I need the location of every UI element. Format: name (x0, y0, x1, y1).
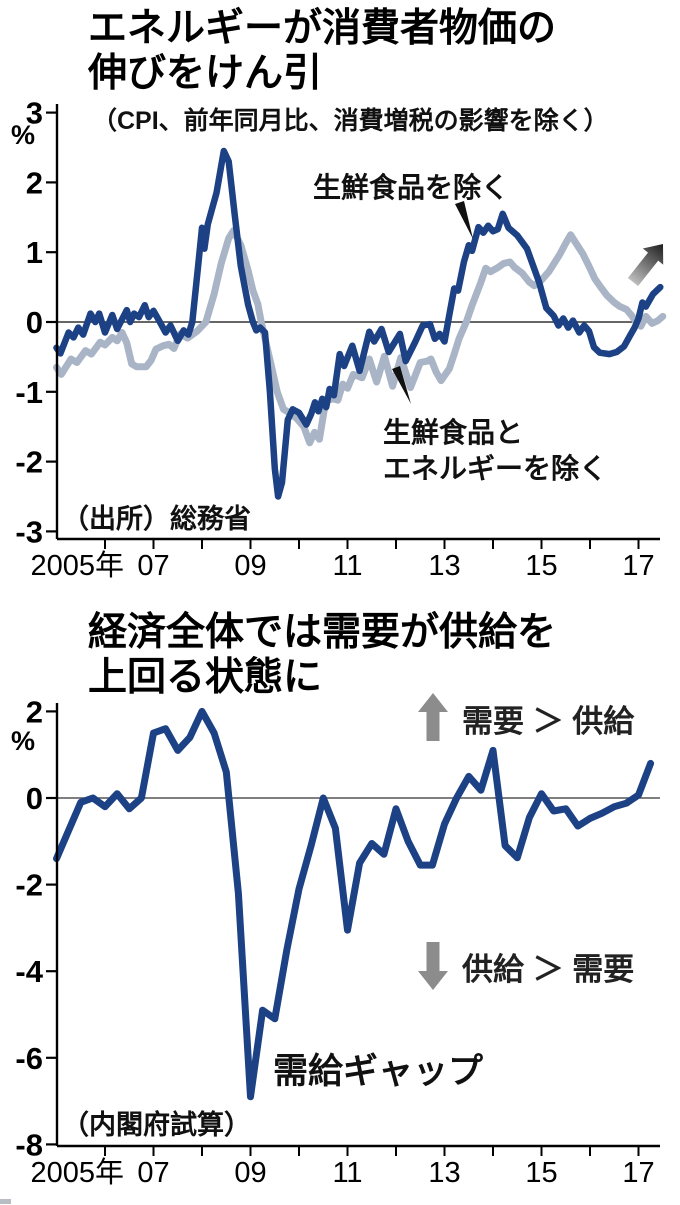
svg-text:-4: -4 (15, 954, 43, 989)
annotation-demand-gt-supply: 需要 ＞ 供給 (462, 704, 635, 739)
cpi-chart-series-0 (53, 227, 667, 447)
scan-artifact (0, 1199, 11, 1204)
legend-ex-fresh-food-energy-line2: エネルギーを除く (383, 453, 608, 484)
gap-chart-title-line1: 経済全体では需要が供給を (88, 611, 557, 654)
svg-text:07: 07 (137, 1157, 169, 1189)
svg-text:13: 13 (428, 550, 460, 582)
svg-text:0: 0 (26, 781, 43, 816)
svg-text:-2: -2 (15, 445, 43, 480)
cpi-chart-title-line2: 伸びをけん引 (88, 52, 323, 95)
cpi-chart-title-line1: エネルギーが消費者物価の (88, 7, 557, 50)
svg-text:17: 17 (622, 1157, 654, 1189)
svg-text:-2: -2 (15, 868, 43, 903)
cpi-axis-unit-label: % (11, 120, 36, 150)
svg-text:15: 15 (525, 1157, 557, 1189)
gap-chart-title-line2: 上回る状態に (88, 656, 323, 699)
svg-text:-1: -1 (15, 375, 43, 410)
svg-text:-8: -8 (15, 1127, 43, 1162)
svg-text:1: 1 (26, 235, 43, 270)
gap-chart-series-0 (53, 707, 655, 1101)
svg-text:2005年: 2005年 (31, 549, 125, 582)
svg-text:17: 17 (622, 550, 654, 582)
svg-text:11: 11 (332, 550, 362, 582)
svg-text:09: 09 (234, 550, 266, 582)
legend-ex-fresh-food-energy-line1: 生鮮食品と (383, 417, 524, 448)
svg-text:13: 13 (428, 1157, 460, 1189)
demand-up-arrow-icon (418, 693, 448, 741)
svg-text:09: 09 (234, 1157, 266, 1189)
legend-pointer-ex-fresh-food (455, 201, 473, 239)
svg-text:-6: -6 (15, 1041, 43, 1076)
supply-down-arrow-icon (418, 942, 448, 990)
gap-axis-unit-label: % (11, 726, 36, 756)
cpi-chart-series-1 (53, 147, 664, 500)
svg-text:3: 3 (26, 96, 43, 131)
annotation-supply-gt-demand: 供給 ＞ 需要 (462, 952, 635, 987)
cpi-chart-subtitle: （CPI、前年同月比、消費増税の影響を除く） (92, 107, 609, 135)
svg-text:2: 2 (26, 694, 43, 729)
svg-text:-3: -3 (15, 514, 43, 549)
svg-text:2: 2 (26, 165, 43, 200)
svg-text:11: 11 (332, 1157, 362, 1189)
cpi-source-note: （出所）総務省 (62, 504, 251, 534)
legend-ex-fresh-food: 生鮮食品を除く (313, 172, 510, 203)
legend-pointer-ex-fresh-food-energy (392, 366, 411, 404)
gap-source-note: （内閣府試算） (62, 1110, 251, 1140)
gap-series-label: 需給ギャップ (273, 1052, 484, 1091)
svg-text:07: 07 (137, 550, 169, 582)
svg-text:2005年: 2005年 (31, 1156, 125, 1189)
upward-trend-arrow-icon (627, 244, 664, 286)
svg-text:15: 15 (525, 550, 557, 582)
svg-text:0: 0 (26, 305, 43, 340)
